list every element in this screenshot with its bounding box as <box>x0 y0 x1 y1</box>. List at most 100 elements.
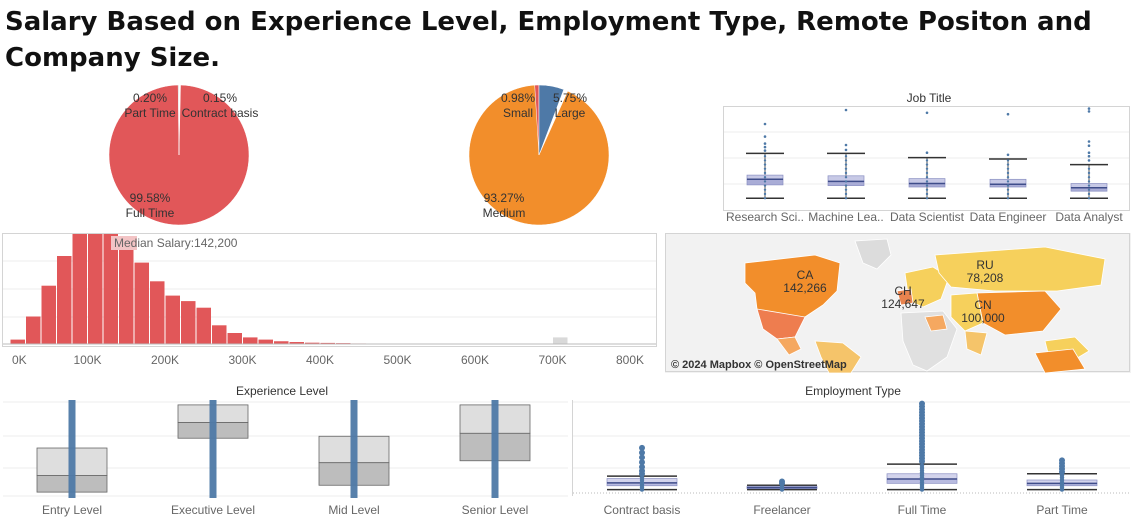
histogram-bar[interactable] <box>289 342 305 344</box>
pie-label-pct: 5.75% <box>553 91 587 105</box>
box-outlier[interactable] <box>763 149 767 152</box>
map-country-value: 142,266 <box>783 281 827 295</box>
salary-histogram[interactable]: Median Salary:142,200 0K 100K 200K 300K 400K 5… <box>2 233 659 373</box>
x-tick-label: Senior Level <box>462 503 529 517</box>
box-point <box>1006 197 1010 200</box>
pie-label-pct: 0.20% <box>133 91 167 105</box>
map-region-central-asia[interactable] <box>950 292 984 332</box>
pie-label-pct: 0.15% <box>203 91 237 105</box>
box-outlier[interactable] <box>763 122 767 126</box>
histogram-bar[interactable] <box>320 342 336 344</box>
box-point <box>1006 163 1010 166</box>
box-outlier[interactable] <box>763 135 767 138</box>
map-region-south-america[interactable] <box>814 340 862 373</box>
histogram-bar[interactable] <box>72 234 88 344</box>
map-region-india[interactable] <box>964 330 988 356</box>
box-outlier[interactable] <box>779 478 785 485</box>
map-region-australia[interactable] <box>1034 348 1086 373</box>
map-region-north-africa[interactable] <box>924 314 948 332</box>
histogram-bar[interactable] <box>196 307 212 344</box>
box-point <box>763 159 767 162</box>
pie-label-pct: 99.58% <box>130 191 171 205</box>
box-point <box>1087 180 1091 183</box>
x-tick-label: 400K <box>306 353 334 367</box>
box-outlier[interactable] <box>925 111 929 115</box>
box-outlier[interactable] <box>639 444 645 451</box>
box-point <box>844 197 848 200</box>
box-point <box>763 155 767 158</box>
pie-label-pct: 93.27% <box>484 191 525 205</box>
box-outlier[interactable] <box>925 151 929 154</box>
box-point <box>763 192 767 196</box>
box-point <box>1087 184 1091 187</box>
histogram-bar[interactable] <box>134 262 150 344</box>
histogram-bar[interactable] <box>57 256 72 344</box>
employment-type-boxplot[interactable]: Employment Type Contract basis Freelancer F… <box>572 380 1132 529</box>
histogram-bar[interactable] <box>243 337 258 344</box>
map-attribution[interactable]: © 2024 Mapbox © OpenStreetMap <box>671 359 847 371</box>
histogram-bar[interactable] <box>258 339 274 344</box>
map-region-greenland[interactable] <box>854 238 892 270</box>
box-outlier[interactable] <box>1087 107 1091 110</box>
histogram-bar[interactable] <box>553 337 568 344</box>
experience-level-boxplot[interactable]: Experience Level Entry Level Executive Lev… <box>2 380 570 529</box>
box-outlier[interactable] <box>844 108 848 112</box>
employment-type-pie-chart[interactable]: 99.58%Full Time 0.20%Part Time 0.15%Contra… <box>100 84 280 229</box>
box-outlier[interactable] <box>919 400 925 407</box>
company-size-pie-chart[interactable]: 93.27%Medium 0.98%Small 5.75%Large <box>462 84 622 229</box>
box-points-column <box>68 400 76 498</box>
box-point <box>844 155 848 158</box>
box-outlier[interactable] <box>639 449 645 456</box>
box-outlier[interactable] <box>639 464 645 471</box>
box-point <box>844 192 848 196</box>
map-country-code: CN <box>974 298 991 312</box>
box-outlier[interactable] <box>763 142 767 145</box>
histogram-bar[interactable] <box>274 341 289 344</box>
box-point <box>844 188 848 191</box>
pie-slice-large[interactable] <box>538 84 565 156</box>
x-tick-label: Contract basis <box>604 503 681 517</box>
histogram-bar[interactable] <box>165 295 181 344</box>
histogram-bar[interactable] <box>26 316 41 345</box>
pie-slice-contract-basis[interactable] <box>178 84 180 156</box>
box-outlier[interactable] <box>1087 151 1091 154</box>
box-outlier[interactable] <box>1059 457 1065 464</box>
box-outlier[interactable] <box>1087 144 1091 147</box>
box-outlier[interactable] <box>763 145 767 149</box>
box-outlier[interactable] <box>639 459 645 466</box>
histogram-bar[interactable] <box>103 234 119 344</box>
histogram-bar[interactable] <box>88 234 103 344</box>
box-outlier[interactable] <box>844 143 848 147</box>
histogram-bar[interactable] <box>150 281 165 344</box>
box-point <box>844 176 848 179</box>
histogram-bar[interactable] <box>181 301 196 344</box>
box-outlier[interactable] <box>1006 112 1010 116</box>
histogram-bar[interactable] <box>41 285 57 344</box>
box-outlier[interactable] <box>1087 154 1091 158</box>
histogram-bar[interactable] <box>10 339 26 344</box>
box-outlier[interactable] <box>639 454 645 461</box>
job-title-boxplot[interactable]: Job Title Research Sci.. Machine Lea.. Data… <box>723 88 1131 230</box>
box-point <box>763 167 767 170</box>
box-outlier[interactable] <box>1006 153 1010 157</box>
box-point <box>1006 167 1010 170</box>
pie-label-name: Large <box>555 106 586 120</box>
box-outlier[interactable] <box>1087 159 1091 162</box>
map-region-western-europe[interactable] <box>896 288 914 306</box>
box-outlier[interactable] <box>1087 140 1091 143</box>
histogram-bar[interactable] <box>212 325 227 344</box>
pie-label-name: Small <box>503 106 533 120</box>
histogram-bar[interactable] <box>227 333 243 344</box>
map-region-russia[interactable] <box>934 246 1106 292</box>
box-points-column <box>491 400 499 498</box>
histogram-bar[interactable] <box>119 249 134 344</box>
box-point <box>844 159 848 162</box>
map-region-mexico[interactable] <box>776 336 802 356</box>
histogram-bar[interactable] <box>305 342 320 344</box>
box-outlier[interactable] <box>1087 110 1091 113</box>
box-outlier[interactable] <box>844 148 848 152</box>
chart-title: Experience Level <box>236 384 328 398</box>
box-point <box>925 192 929 196</box>
x-tick-label: 800K <box>616 353 644 367</box>
